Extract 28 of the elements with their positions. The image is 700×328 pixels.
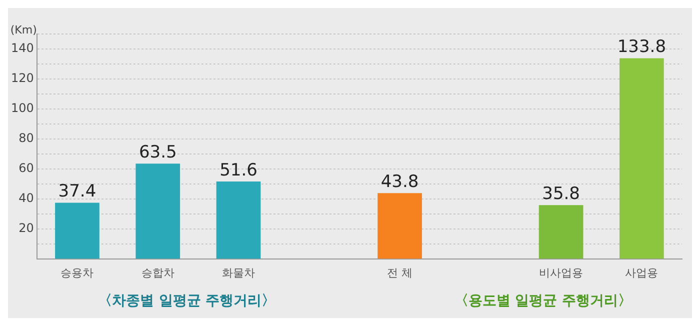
bar [620, 58, 664, 259]
y-tick-label: 20 [18, 220, 34, 235]
y-tick-label: 100 [11, 101, 34, 116]
y-tick-label: 120 [11, 71, 34, 86]
y-tick-label: 40 [18, 190, 34, 205]
data-label: 37.4 [58, 182, 96, 202]
x-tick-label: 승용차 [60, 266, 94, 280]
bar [378, 193, 422, 259]
data-label: 133.8 [617, 37, 666, 58]
x-tick-label: 전 체 [387, 266, 413, 280]
bar [216, 181, 261, 259]
bar [55, 202, 100, 259]
y-tick-label: 140 [11, 41, 34, 56]
x-tick-label: 화물차 [222, 266, 255, 280]
data-label: 43.8 [380, 172, 419, 192]
x-tick-label: 사업용 [625, 266, 658, 280]
text: 〈차종별 일평균 주행거리〉 [98, 292, 276, 310]
bar [136, 164, 180, 259]
y-tick-label: 60 [18, 161, 34, 176]
data-label: 51.6 [220, 160, 258, 180]
bar [538, 205, 584, 259]
data-label: 35.8 [542, 184, 580, 204]
y-tick-label: 80 [18, 131, 34, 146]
x-tick-label: 승합차 [141, 266, 174, 280]
data-label: 63.5 [138, 142, 177, 163]
text: 〈용도별 일평균 주행거리〉 [454, 292, 632, 310]
x-tick-label: 비사업용 [539, 266, 584, 280]
y-axis-title: (Km) [10, 23, 37, 36]
